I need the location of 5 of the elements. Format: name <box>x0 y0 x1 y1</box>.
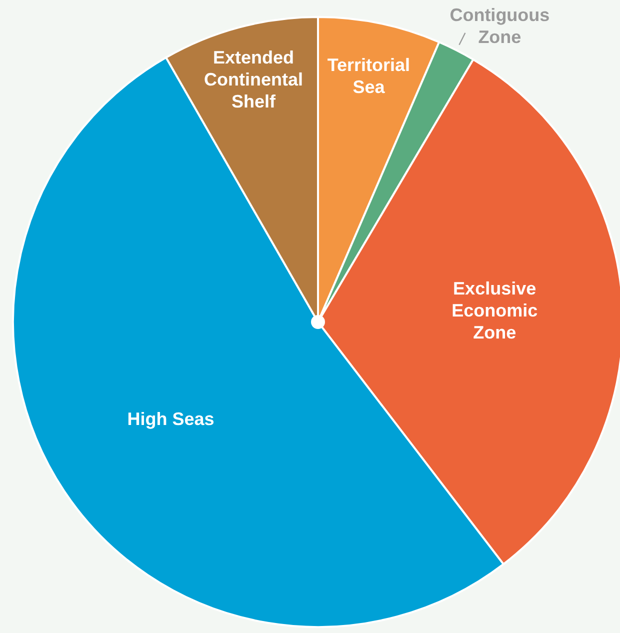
slice-label: High Seas <box>127 408 214 429</box>
slice-label: Exclusive Economic Zone <box>452 278 538 342</box>
slice-label: Contiguous Zone <box>450 4 550 47</box>
slice-label: Territorial Sea <box>327 54 410 97</box>
slice-label: Extended Continental Shelf <box>204 47 304 112</box>
